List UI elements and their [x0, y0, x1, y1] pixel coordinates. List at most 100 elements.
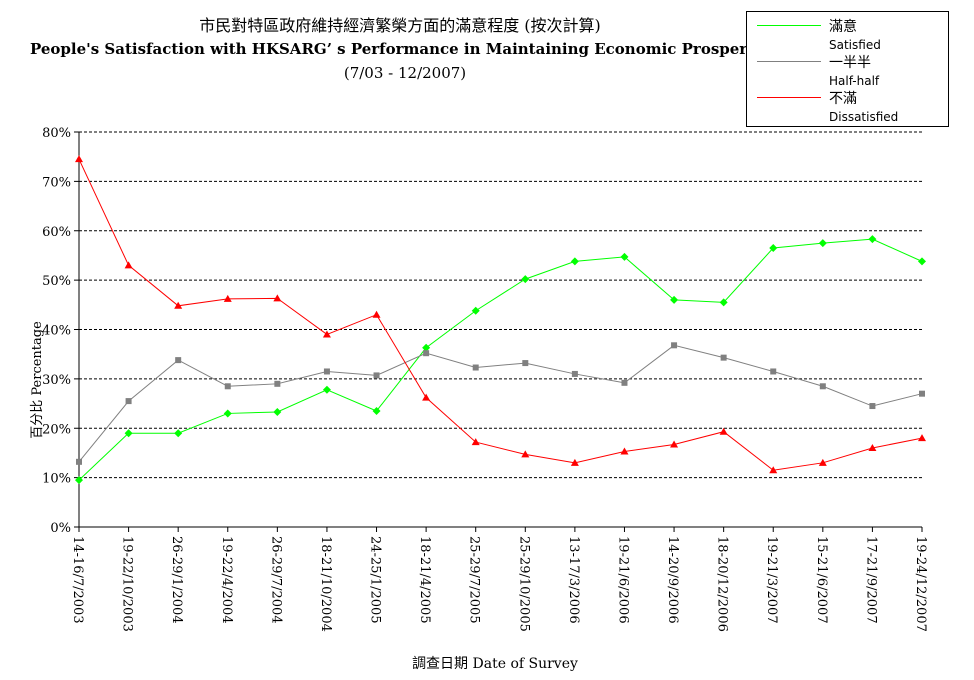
x-tick-labels: 14-16/7/2003 19-22/10/2003 26-29/1/2004 19-… [70, 536, 928, 632]
data-point [423, 350, 430, 357]
data-point [571, 370, 578, 377]
y-tick-label: 60% [42, 225, 71, 240]
data-point [422, 393, 431, 401]
data-point [769, 466, 778, 474]
x-tick-label: 19-22/10/2003 [120, 536, 135, 632]
data-point [372, 310, 381, 318]
y-tick-label: 0% [50, 521, 71, 536]
data-point [322, 385, 331, 394]
data-point [620, 252, 629, 261]
chart-subtitle: People's Satisfaction with HKSARG’ s Per… [30, 40, 770, 58]
legend-satisfied-label: 滿意 [829, 19, 857, 35]
data-point [323, 368, 330, 375]
data-point [670, 295, 679, 304]
legend-half-half-sublabel: Half-half [829, 74, 880, 88]
data-point [124, 429, 133, 438]
data-point [521, 450, 530, 458]
y-tick-labels: 0% 10% 20% 30% 40% 50% 60% 70% 80% [42, 126, 71, 536]
x-tick-label: 19-21/6/2006 [615, 536, 630, 624]
x-tick-label: 19-22/4/2004 [219, 536, 234, 624]
data-point [570, 257, 579, 266]
data-point [76, 458, 82, 465]
data-point [223, 294, 232, 302]
data-point [174, 429, 183, 438]
data-point [919, 390, 925, 397]
x-tick-label: 15-21/6/2007 [814, 536, 829, 624]
data-point [174, 301, 183, 309]
x-tick-label: 18-21/4/2005 [417, 536, 432, 624]
data-point [570, 458, 579, 466]
x-tick-label: 13-17/3/2006 [566, 536, 581, 624]
data-point [322, 330, 331, 338]
x-tick-label: 26-29/1/2004 [169, 536, 184, 624]
x-tick-label: 18-20/12/2006 [715, 536, 730, 632]
data-point [175, 357, 182, 364]
chart-title: 市民對特區政府維持經濟繁榮方面的滿意程度 (按次計算) [199, 16, 601, 35]
x-tick-label: 18-21/10/2004 [318, 536, 333, 632]
legend-satisfied-sublabel: Satisfied [829, 38, 881, 52]
x-tick-label: 14-16/7/2003 [70, 536, 85, 624]
data-point [720, 354, 727, 361]
data-point [471, 438, 480, 446]
data-point [670, 440, 679, 448]
data-point [75, 155, 83, 163]
legend-half-half-label: 一半半 [829, 55, 871, 71]
data-point [918, 434, 926, 442]
y-tick-label: 50% [42, 274, 71, 289]
legend-satisfied-line [757, 25, 821, 26]
x-axis-label: 調查日期 Date of Survey [412, 656, 578, 672]
data-point [274, 380, 281, 387]
data-point [819, 383, 826, 390]
data-point [621, 379, 628, 386]
data-point [273, 407, 282, 416]
x-tick-label: 24-25/1/2005 [368, 536, 383, 624]
data-point [522, 360, 529, 367]
data-point [75, 476, 83, 485]
data-point [818, 458, 827, 466]
y-tick-label: 30% [42, 373, 71, 388]
data-point [124, 261, 133, 269]
data-point [471, 306, 480, 315]
chart-period: (7/03 - 12/2007) [343, 64, 467, 82]
legend-dissatisfied-label: 不滿 [829, 91, 857, 107]
legend-half-half-line [757, 61, 821, 62]
data-point [868, 444, 877, 451]
data-point [918, 257, 926, 266]
legend-dissatisfied-line [757, 97, 821, 98]
data-point [224, 383, 231, 390]
data-point [719, 427, 728, 435]
series-line-dissatisfied [78, 158, 923, 471]
data-point [869, 403, 876, 410]
data-point [719, 298, 728, 307]
data-point [671, 342, 678, 349]
y-tick-label: 80% [42, 126, 71, 141]
data-point [223, 409, 232, 418]
x-tick-label: 14-20/9/2006 [665, 536, 680, 624]
data-point [769, 244, 778, 253]
y-axis-label: 百分比 Percentage [30, 321, 45, 439]
y-tick-label: 10% [42, 472, 71, 487]
series-line-half-half [78, 344, 923, 463]
x-tick-label: 19-21/3/2007 [764, 536, 779, 624]
gridlines [79, 131, 922, 479]
data-point [620, 447, 629, 455]
data-point [273, 294, 282, 302]
y-tick-label: 20% [42, 422, 71, 437]
x-tick-label: 19-24/12/2007 [913, 536, 928, 632]
y-tick-label: 40% [42, 324, 71, 339]
x-tick-label: 25-29/10/2005 [516, 536, 531, 632]
data-point [472, 364, 479, 371]
series-line-satisfied [78, 238, 923, 481]
data-point [818, 239, 827, 248]
data-point [868, 235, 877, 244]
y-tick-label: 70% [42, 175, 71, 190]
data-point [372, 406, 381, 415]
x-tick-label: 17-21/9/2007 [863, 536, 878, 624]
data-point [373, 372, 380, 379]
data-point [770, 368, 777, 375]
data-point [125, 398, 132, 405]
x-tick-label: 25-29/7/2005 [467, 536, 482, 624]
series-lines [75, 155, 926, 485]
x-tick-label: 26-29/7/2004 [268, 536, 283, 624]
